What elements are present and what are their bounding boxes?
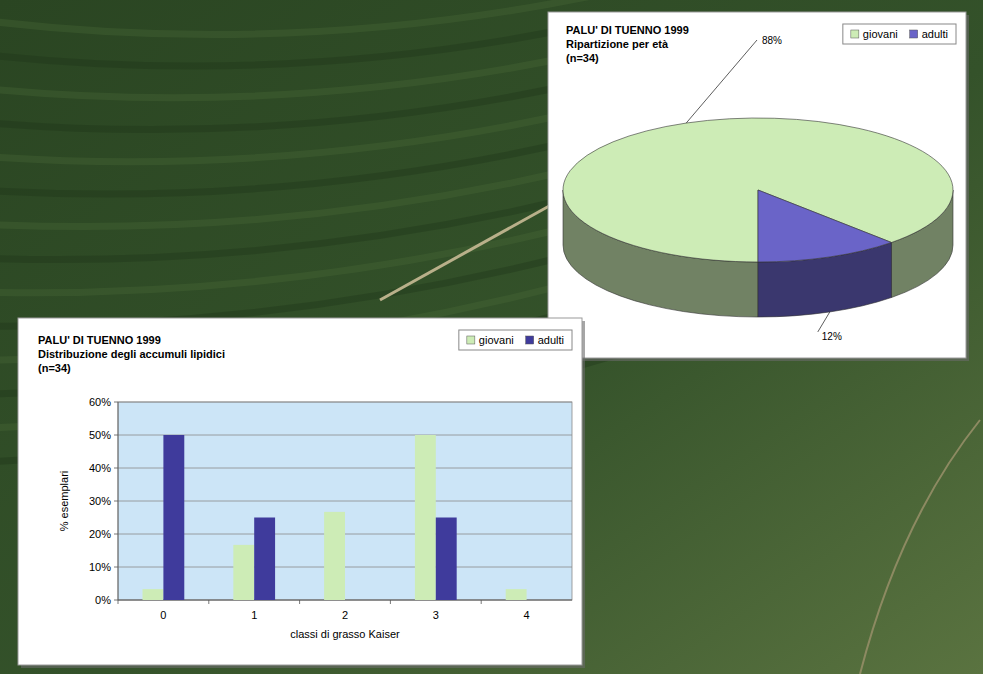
subtitle: Ripartizione per età	[566, 38, 669, 50]
tick-label: 60%	[89, 396, 111, 408]
tick-label: 4	[524, 609, 530, 621]
bar	[506, 589, 527, 600]
tick-label: 3	[433, 609, 439, 621]
tick-label: 0%	[95, 594, 111, 606]
bar	[415, 435, 436, 600]
legend-swatch	[467, 336, 475, 344]
tick-label: 10%	[89, 561, 111, 573]
x-tick	[118, 600, 119, 604]
legend: giovani adulti	[843, 24, 956, 44]
bar	[345, 600, 366, 601]
field-row	[0, 0, 620, 35]
axis-title: classi di grasso Kaiser	[290, 628, 400, 640]
field-row	[0, 18, 620, 66]
tick-mark	[114, 435, 118, 436]
data-label: 12%	[822, 331, 842, 342]
subtitle: Distribuzione degli accumuli lipidici	[38, 348, 225, 360]
annotation: (n=34)	[566, 52, 599, 64]
title: PALU' DI TUENNO 1999	[566, 24, 689, 36]
panel	[548, 12, 966, 358]
bar	[143, 589, 164, 600]
grid-line	[118, 402, 572, 403]
legend-swatch	[910, 30, 918, 38]
field-row	[0, 130, 620, 194]
pie-slices	[563, 118, 953, 262]
x-tick	[390, 600, 391, 604]
bar	[324, 512, 345, 600]
pie-slice	[563, 118, 953, 262]
canvas: PALU' DI TUENNO 1999 Ripartizione per età…	[0, 0, 983, 674]
field-row	[0, 242, 620, 326]
field-row	[0, 214, 620, 293]
tick-mark	[114, 600, 118, 601]
bar	[163, 435, 184, 600]
leader-line	[686, 40, 757, 123]
tick-mark	[114, 534, 118, 535]
grid-line	[118, 468, 572, 469]
panel	[18, 318, 582, 665]
legend-swatch	[526, 336, 534, 344]
legend: giovani adulti	[459, 330, 572, 350]
title: PALU' DI TUENNO 1999	[38, 334, 161, 346]
field-row	[0, 46, 620, 98]
grid-line	[118, 501, 572, 502]
leader-line	[818, 312, 830, 332]
tick-label: 1	[251, 609, 257, 621]
tick-label: 30%	[89, 495, 111, 507]
bar	[254, 518, 275, 601]
annotation: (n=34)	[38, 362, 71, 374]
bars	[143, 435, 527, 600]
tick-label: 2	[342, 609, 348, 621]
legend-box	[459, 330, 572, 350]
legend-label: adulti	[922, 28, 948, 40]
road	[380, 200, 560, 300]
legend-label: giovani	[479, 334, 514, 346]
tick-label: 0	[160, 609, 166, 621]
tick-label: 40%	[89, 462, 111, 474]
data-label: 88%	[762, 35, 782, 46]
tick-mark	[114, 501, 118, 502]
axis-title: % esemplari	[58, 471, 70, 532]
x-tick	[299, 600, 300, 604]
legend-label: giovani	[863, 28, 898, 40]
bar	[436, 518, 457, 601]
tick-mark	[114, 567, 118, 568]
plot-area	[118, 402, 572, 600]
legend-swatch	[851, 30, 859, 38]
tick-label: 20%	[89, 528, 111, 540]
field-row	[0, 186, 620, 260]
grid-line	[118, 435, 572, 436]
pie-slice	[758, 190, 891, 262]
tick-label: 50%	[89, 429, 111, 441]
tick-mark	[114, 468, 118, 469]
bar	[527, 600, 548, 601]
bar	[233, 545, 254, 600]
legend-box	[843, 24, 956, 44]
field-row	[0, 158, 620, 227]
x-tick	[481, 600, 482, 604]
tick-mark	[114, 402, 118, 403]
road	[860, 420, 980, 674]
y-axis	[118, 402, 119, 600]
legend-label: adulti	[538, 334, 564, 346]
x-tick	[208, 600, 209, 604]
